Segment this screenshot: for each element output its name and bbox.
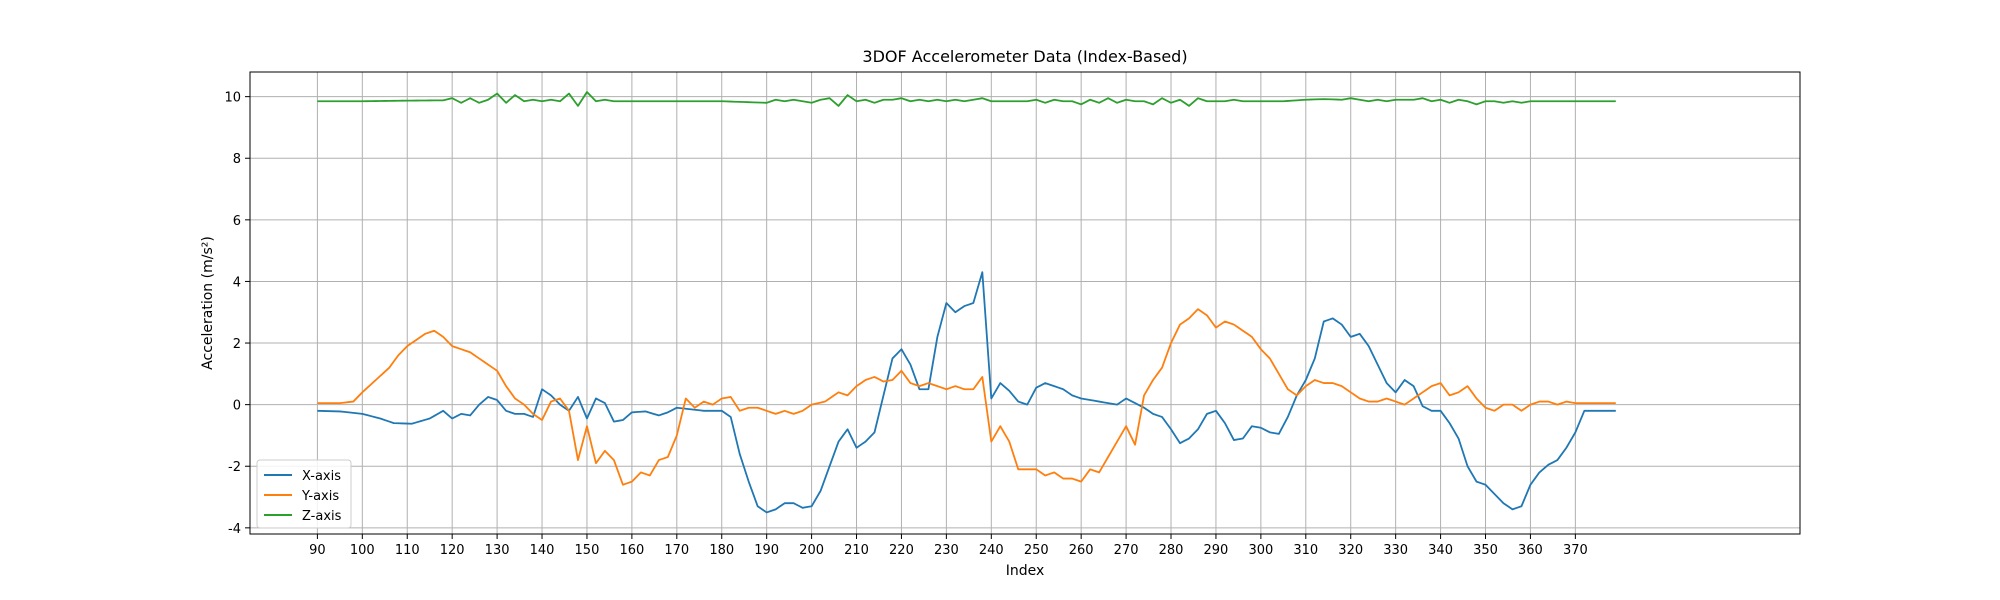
plot-frame [249, 71, 1801, 535]
x-tick-label: 170 [664, 543, 689, 558]
x-tick-label: 90 [309, 543, 326, 558]
x-tick-label: 360 [1518, 543, 1543, 558]
x-tick-label: 150 [575, 543, 600, 558]
y-tick-label: 2 [233, 337, 241, 352]
y-tick-label: 10 [224, 91, 241, 106]
x-tick-label: 280 [1159, 543, 1184, 558]
x-tick-label: 190 [754, 543, 779, 558]
x-tick-label: 230 [934, 543, 959, 558]
x-tick-label: 100 [350, 543, 375, 558]
x-tick-label: 260 [1069, 543, 1094, 558]
x-tick-label: 140 [530, 543, 555, 558]
x-tick-label: 350 [1473, 543, 1498, 558]
y-axis-label: Acceleration (m/s²) [200, 236, 216, 370]
grid-lines [250, 72, 1800, 534]
x-tick-label: 160 [619, 543, 644, 558]
x-tick-label: 210 [844, 543, 869, 558]
y-tick-label: 6 [233, 214, 241, 229]
y-tick-label: -4 [228, 522, 241, 537]
x-tick-label: 340 [1428, 543, 1453, 558]
x-axis-ticks: 90 100 110 120 130 140 150 160 170 180 190 200 210 22… [309, 534, 1588, 558]
y-tick-label: 4 [233, 275, 241, 290]
x-tick-label: 180 [709, 543, 734, 558]
legend-entry: X-axis [302, 469, 341, 484]
x-tick-label: 120 [440, 543, 465, 558]
chart-title: 3DOF Accelerometer Data (Index-Based) [862, 47, 1187, 66]
x-axis-label: Index [1006, 563, 1045, 579]
series-line-z-axis [317, 91, 1616, 107]
x-tick-label: 320 [1338, 543, 1363, 558]
x-tick-label: 310 [1293, 543, 1318, 558]
y-tick-label: -2 [228, 460, 241, 475]
x-tick-label: 220 [889, 543, 914, 558]
legend-box [256, 459, 352, 529]
y-axis-ticks: -4 -2 0 2 4 6 8 10 [224, 91, 250, 537]
legend-entry: Z-axis [302, 509, 342, 524]
y-tick-label: 8 [233, 152, 241, 167]
x-tick-label: 240 [979, 543, 1004, 558]
x-tick-label: 130 [485, 543, 510, 558]
legend-entry: Y-axis [301, 489, 339, 504]
x-tick-label: 270 [1114, 543, 1139, 558]
series-line-y-axis [317, 308, 1616, 486]
series-layer [317, 91, 1616, 514]
y-tick-label: 0 [233, 399, 241, 414]
x-tick-label: 300 [1248, 543, 1273, 558]
x-tick-label: 330 [1383, 543, 1408, 558]
legend: X-axis Y-axis Z-axis [256, 459, 352, 529]
x-tick-label: 200 [799, 543, 824, 558]
x-tick-label: 290 [1204, 543, 1229, 558]
x-tick-label: 250 [1024, 543, 1049, 558]
x-tick-label: 110 [395, 543, 420, 558]
x-tick-label: 370 [1563, 543, 1588, 558]
